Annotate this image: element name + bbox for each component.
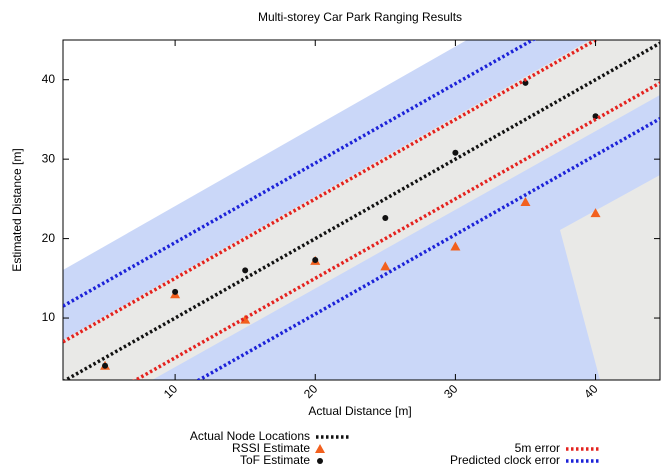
x-axis-label: Actual Distance [m] <box>308 404 411 418</box>
background-map <box>63 0 660 430</box>
circle-marker <box>242 267 248 273</box>
legend-swatch <box>315 444 325 453</box>
x-tick-label: 30 <box>441 382 461 402</box>
y-tick-label: 20 <box>42 231 56 245</box>
chart: Multi-storey Car Park Ranging Results Ac… <box>0 0 662 468</box>
circle-marker <box>382 215 388 221</box>
legend-swatch <box>317 458 323 464</box>
circle-marker <box>172 289 178 295</box>
chart-title: Multi-storey Car Park Ranging Results <box>258 10 462 24</box>
y-tick-label: 30 <box>42 151 56 165</box>
x-tick-label: 40 <box>581 382 601 402</box>
circle-marker <box>452 150 458 156</box>
y-tick-label: 40 <box>42 72 56 86</box>
circle-marker <box>102 363 108 369</box>
legend-label: Predicted clock error <box>450 453 560 467</box>
x-tick-label: 10 <box>161 382 181 402</box>
legend-label: ToF Estimate <box>240 453 310 467</box>
y-axis-label: Estimated Distance [m] <box>10 148 24 271</box>
circle-marker <box>312 257 318 263</box>
y-tick-label: 10 <box>42 310 56 324</box>
x-tick-label: 20 <box>301 382 321 402</box>
